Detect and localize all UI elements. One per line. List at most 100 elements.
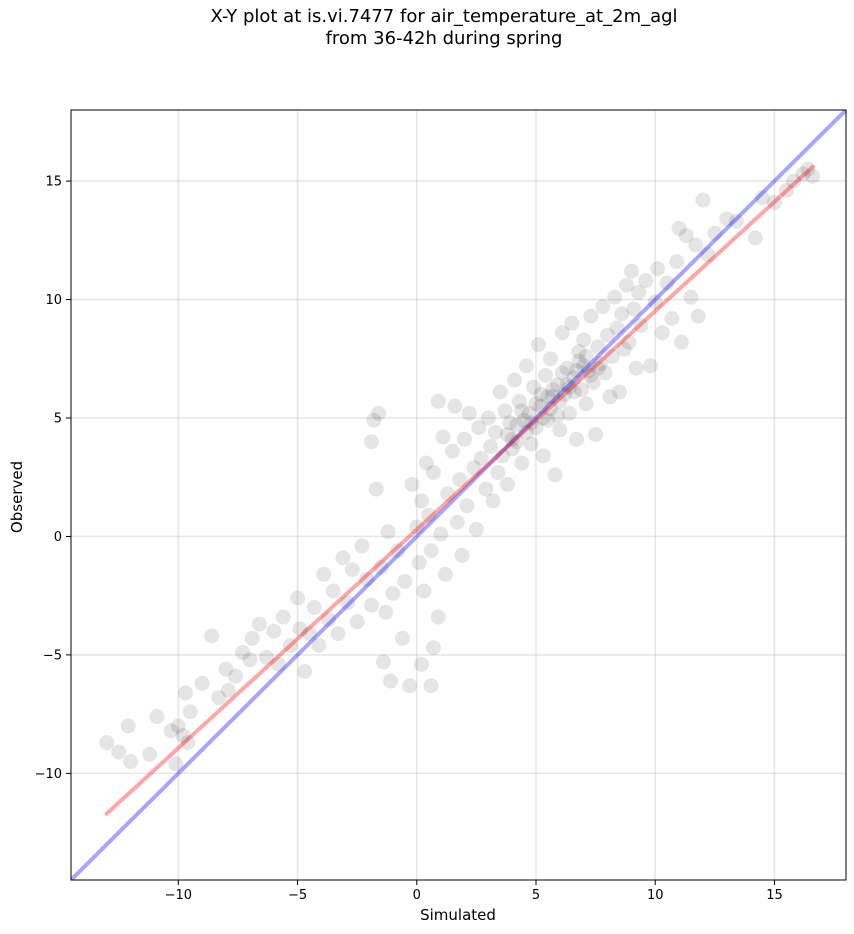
grid-lines	[71, 110, 846, 880]
y-tick-label: −5	[43, 648, 62, 663]
data-point	[459, 498, 475, 514]
data-point	[530, 337, 546, 353]
data-point	[654, 325, 670, 341]
data-point	[344, 562, 360, 578]
data-point	[371, 405, 387, 421]
data-point	[306, 600, 322, 616]
data-point	[569, 363, 585, 379]
data-point	[375, 654, 391, 670]
data-point	[521, 405, 537, 421]
data-point	[366, 412, 382, 428]
data-point	[425, 464, 441, 480]
data-point	[211, 690, 227, 706]
data-point	[468, 521, 484, 537]
data-point	[311, 637, 327, 653]
data-point	[394, 630, 410, 646]
data-point	[533, 398, 549, 414]
data-point	[316, 566, 332, 582]
data-point	[766, 194, 782, 210]
x-tick-label: 0	[413, 888, 421, 903]
data-point	[552, 422, 568, 438]
data-point	[678, 228, 694, 244]
data-point	[435, 429, 451, 445]
y-tick-label: 15	[45, 175, 62, 190]
data-point	[786, 173, 802, 189]
data-point	[621, 334, 637, 350]
data-point	[626, 301, 642, 317]
data-point	[380, 524, 396, 540]
data-point	[259, 649, 275, 665]
data-point	[423, 543, 439, 559]
data-point	[535, 448, 551, 464]
data-point	[566, 370, 582, 386]
data-point	[511, 393, 527, 409]
data-point	[602, 389, 618, 405]
data-point	[545, 382, 561, 398]
data-point	[619, 277, 635, 293]
data-point	[504, 441, 520, 457]
data-point	[528, 419, 544, 435]
data-point	[595, 299, 611, 315]
data-point	[204, 628, 220, 644]
data-point	[549, 408, 565, 424]
axis-ticks: −10 −5 0 5 10 15 −10 −5 0 5 10 15	[35, 175, 783, 903]
data-point	[430, 393, 446, 409]
x-axis-label: Simulated	[420, 906, 496, 924]
data-point	[363, 597, 379, 613]
data-point	[335, 550, 351, 566]
data-point	[416, 583, 432, 599]
data-point	[647, 294, 663, 310]
data-point	[800, 161, 816, 177]
data-point	[509, 434, 525, 450]
data-point	[325, 583, 341, 599]
data-point	[123, 754, 139, 770]
data-point	[149, 709, 165, 725]
x-tick-label: 15	[766, 888, 783, 903]
data-point	[497, 403, 513, 419]
data-point	[425, 640, 441, 656]
data-point	[554, 325, 570, 341]
data-point	[535, 410, 551, 426]
data-point	[707, 225, 723, 241]
reference-lines	[71, 110, 846, 880]
data-point	[526, 379, 542, 395]
data-point	[414, 493, 430, 509]
data-point	[516, 412, 532, 428]
data-point	[301, 626, 317, 642]
data-point	[628, 360, 644, 376]
data-point	[373, 559, 389, 575]
data-point	[569, 431, 585, 447]
data-point	[578, 348, 594, 364]
data-point	[592, 356, 608, 372]
regression-line	[104, 164, 815, 816]
data-point	[402, 678, 418, 694]
data-point	[378, 604, 394, 620]
data-point	[449, 514, 465, 530]
data-point	[111, 744, 127, 760]
data-point	[242, 652, 258, 668]
data-point	[609, 320, 625, 336]
data-point	[528, 396, 544, 412]
data-point	[523, 436, 539, 452]
data-point	[390, 543, 406, 559]
data-points	[99, 161, 821, 772]
data-point	[180, 735, 196, 751]
data-point	[433, 526, 449, 542]
data-point	[483, 438, 499, 454]
data-point	[363, 434, 379, 450]
x-tick-label: −5	[288, 888, 307, 903]
data-point	[542, 401, 558, 417]
data-point	[397, 573, 413, 589]
data-point	[235, 645, 251, 661]
data-point	[650, 261, 666, 277]
data-point	[554, 365, 570, 381]
data-point	[719, 211, 735, 227]
data-point	[504, 431, 520, 447]
x-tick-label: 10	[647, 888, 664, 903]
data-point	[275, 609, 291, 625]
data-point	[795, 166, 811, 182]
data-point	[509, 417, 525, 433]
data-point	[673, 334, 689, 350]
data-point	[480, 410, 496, 426]
y-tick-label: 5	[54, 412, 62, 427]
